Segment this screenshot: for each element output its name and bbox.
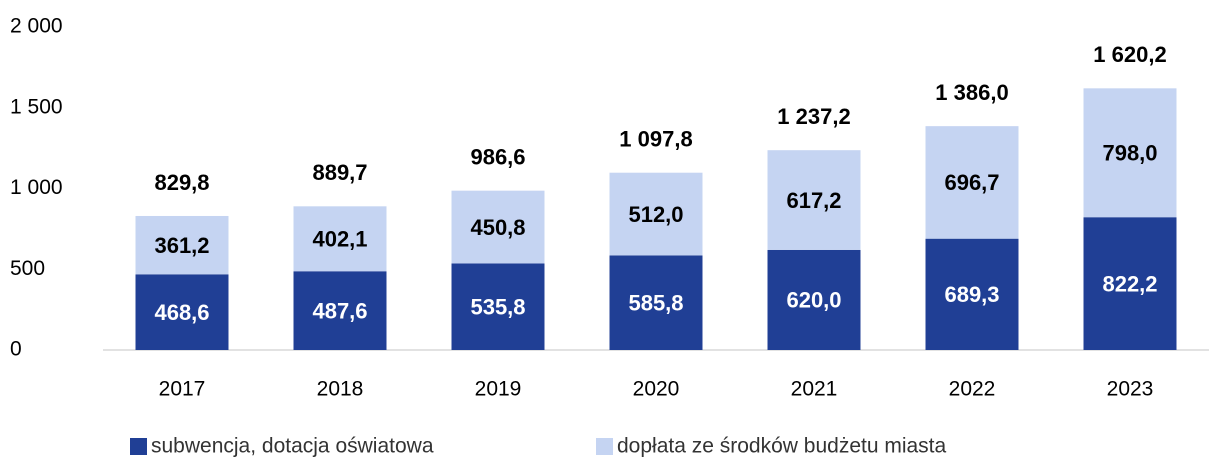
x-tick-label: 2023	[1107, 378, 1154, 401]
y-tick-label: 500	[10, 257, 45, 280]
total-label: 1 237,2	[777, 104, 850, 129]
x-tick-label: 2017	[159, 378, 206, 401]
legend-label: subwencja, dotacja oświatowa	[151, 435, 434, 458]
bar-segment	[1083, 88, 1177, 218]
legend-swatch	[596, 438, 613, 455]
value-label: 689,3	[944, 282, 999, 307]
value-label: 585,8	[628, 291, 683, 316]
bar-segment	[135, 274, 229, 350]
x-tick-label: 2019	[475, 378, 522, 401]
bar-segment	[925, 238, 1019, 350]
value-label: 361,2	[154, 233, 209, 258]
value-label: 696,7	[944, 170, 999, 195]
value-label: 450,8	[470, 215, 525, 240]
value-label: 822,2	[1102, 271, 1157, 296]
x-tick-label: 2018	[317, 378, 364, 401]
value-label: 535,8	[470, 295, 525, 320]
value-label: 617,2	[786, 188, 841, 213]
bar-segment	[925, 126, 1019, 239]
bar-segment	[609, 172, 703, 256]
value-label: 468,6	[154, 300, 209, 325]
total-label: 1 097,8	[619, 127, 692, 152]
y-tick-label: 2 000	[10, 15, 63, 38]
y-tick-label: 1 500	[10, 95, 63, 118]
bar-segment	[767, 150, 861, 250]
bar-segment	[293, 271, 387, 350]
bar-segment	[135, 215, 229, 275]
x-tick-label: 2021	[791, 378, 838, 401]
bar-segment	[451, 263, 545, 350]
total-label: 829,8	[154, 170, 209, 195]
x-tick-label: 2022	[949, 378, 996, 401]
value-label: 798,0	[1102, 141, 1157, 166]
value-label: 512,0	[628, 202, 683, 227]
value-label: 620,0	[786, 288, 841, 313]
total-label: 986,6	[470, 144, 525, 169]
y-tick-label: 0	[10, 338, 22, 361]
total-label: 1 620,2	[1093, 42, 1166, 67]
value-label: 402,1	[312, 227, 367, 252]
y-tick-label: 1 000	[10, 176, 63, 199]
bar-segment	[1083, 217, 1177, 350]
bar-segment	[767, 249, 861, 350]
value-label: 487,6	[312, 298, 367, 323]
bar-segment	[609, 255, 703, 350]
bar-segment	[293, 206, 387, 272]
x-tick-label: 2020	[633, 378, 680, 401]
total-label: 889,7	[312, 160, 367, 185]
legend-swatch	[130, 438, 147, 455]
bar-segment	[451, 190, 545, 264]
total-label: 1 386,0	[935, 80, 1008, 105]
legend-label: dopłata ze środków budżetu miasta	[617, 435, 947, 458]
